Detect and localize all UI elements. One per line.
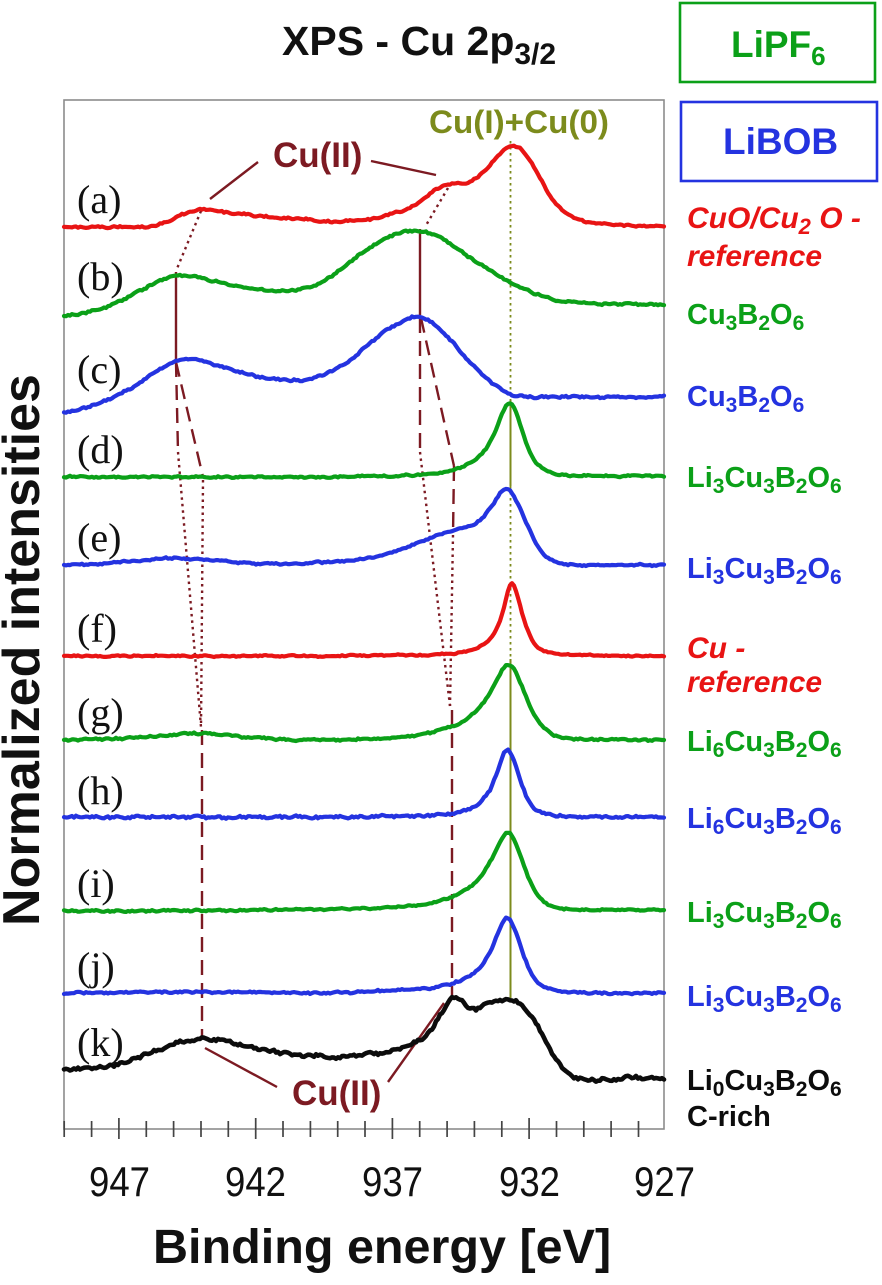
svg-text:LiBOB: LiBOB <box>723 121 838 162</box>
svg-text:(h): (h) <box>77 768 124 813</box>
svg-text:(k): (k) <box>77 1020 124 1065</box>
svg-text:Cu3B2O6: Cu3B2O6 <box>687 299 804 335</box>
svg-text:Cu(I)+Cu(0): Cu(I)+Cu(0) <box>429 104 609 140</box>
svg-text:Cu -: Cu - <box>687 632 745 665</box>
svg-text:(e): (e) <box>77 515 121 560</box>
svg-text:(i): (i) <box>77 861 115 906</box>
svg-text:CuO/Cu2 O -: CuO/Cu2 O - <box>687 202 861 239</box>
svg-text:937: 937 <box>362 1158 423 1205</box>
svg-text:(c): (c) <box>77 347 121 392</box>
svg-text:(a): (a) <box>77 177 121 222</box>
svg-text:reference: reference <box>687 666 822 699</box>
svg-text:Cu(II): Cu(II) <box>292 1074 381 1113</box>
svg-text:947: 947 <box>89 1158 150 1205</box>
svg-text:Normalized intensities: Normalized intensities <box>0 374 51 926</box>
svg-text:Cu3B2O6: Cu3B2O6 <box>687 381 804 417</box>
svg-text:(f): (f) <box>77 606 117 651</box>
svg-text:C-rich: C-rich <box>687 1101 771 1133</box>
svg-text:Cu(II): Cu(II) <box>273 136 362 175</box>
svg-text:Binding energy [eV]: Binding energy [eV] <box>153 1220 611 1274</box>
svg-text:927: 927 <box>634 1158 695 1205</box>
svg-text:reference: reference <box>687 240 822 273</box>
svg-text:Li3Cu3B2O6: Li3Cu3B2O6 <box>687 462 842 498</box>
svg-text:932: 932 <box>499 1158 560 1205</box>
svg-text:(b): (b) <box>77 254 124 299</box>
svg-text:(g): (g) <box>77 690 124 735</box>
svg-text:(d): (d) <box>77 427 124 472</box>
svg-text:942: 942 <box>225 1158 286 1205</box>
svg-text:LiPF6: LiPF6 <box>731 24 826 71</box>
svg-text:(j): (j) <box>77 944 115 989</box>
svg-text:XPS - Cu 2p3/2: XPS - Cu 2p3/2 <box>282 18 556 71</box>
